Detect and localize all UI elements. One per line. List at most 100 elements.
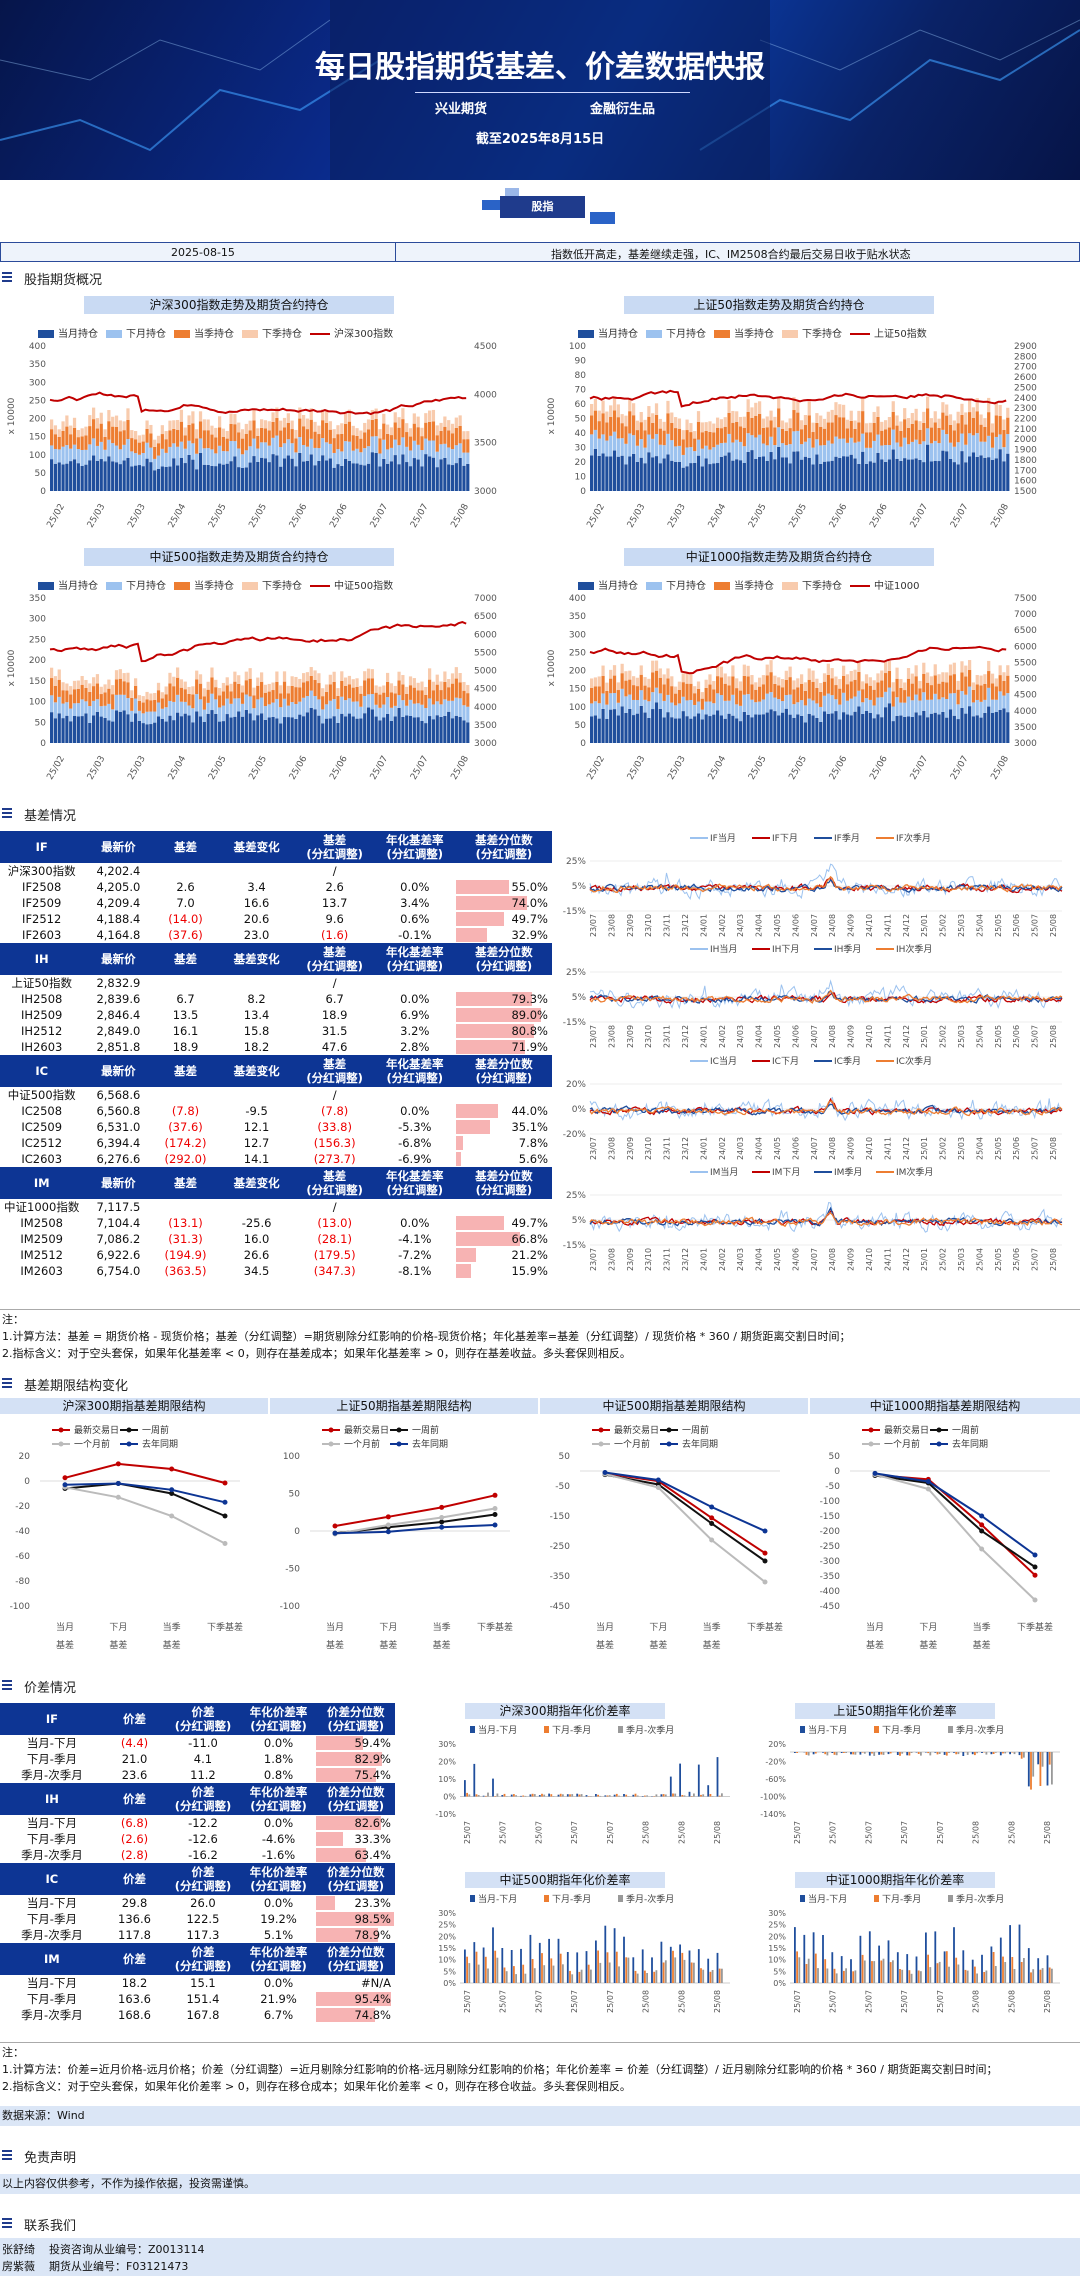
basis-series-line [589, 992, 1063, 1004]
holding-bar [233, 681, 237, 699]
spread-bar [927, 1752, 929, 1754]
index-line [589, 389, 1007, 408]
table-cell: IH2508 [21, 992, 63, 1006]
legend-swatch [174, 330, 190, 338]
holding-bar [662, 430, 666, 446]
holding-bar [872, 422, 876, 441]
legend-label: IF当月 [710, 832, 736, 844]
spread-bar [957, 1964, 960, 1983]
holding-bar [221, 437, 226, 452]
holding-bar [359, 452, 363, 465]
term-series-line [64, 1482, 226, 1517]
percentile-bar [455, 1008, 542, 1022]
holding-bar [593, 715, 598, 743]
spread-bar [524, 1973, 527, 1983]
holding-bar [103, 705, 107, 718]
tick-label: 25/08 [989, 502, 1011, 530]
holding-bar [960, 403, 964, 415]
tick-label: 25/07 [369, 754, 391, 781]
holding-bar [328, 429, 332, 444]
section-icon [2, 2150, 12, 2162]
holding-bar [784, 708, 788, 743]
holding-bar [405, 693, 409, 706]
tick-label: 40 [575, 429, 587, 439]
spread-bar [660, 1794, 663, 1797]
holding-bar [815, 413, 819, 423]
legend-label: IH次季月 [896, 943, 932, 955]
column-header: 价差 (分红调整) [165, 1703, 241, 1735]
holding-bar [807, 679, 811, 699]
as-of-date: 截至2025年8月15日 [475, 132, 605, 147]
tick-label: 4500 [474, 685, 497, 695]
table-cell: -12.6 [188, 1832, 218, 1846]
holding-bar [643, 419, 647, 431]
percentile-cell: 82.9% [316, 1751, 395, 1767]
holding-bar [233, 441, 237, 457]
holding-bar [294, 429, 298, 439]
holding-bar [244, 433, 248, 451]
holding-bar [708, 421, 712, 432]
holding-bar [593, 429, 598, 449]
holding-bar [114, 445, 119, 463]
legend-swatch [948, 1895, 953, 1902]
holding-bar [746, 714, 750, 743]
holding-bar [382, 692, 386, 705]
holding-bar [590, 455, 594, 491]
holding-bar [69, 721, 73, 743]
spread-bar [1011, 1957, 1014, 1983]
holding-bar [750, 684, 754, 700]
holding-bar [880, 421, 884, 431]
holding-bar [355, 463, 359, 491]
holding-bar [769, 436, 773, 453]
holding-bar [439, 690, 443, 705]
holding-bar [84, 679, 88, 688]
holding-bar [229, 461, 233, 491]
holding-bar [612, 665, 617, 676]
holding-bar [834, 699, 838, 712]
holding-bar [366, 446, 371, 464]
holding-bar [256, 428, 260, 436]
holding-bar [956, 719, 960, 743]
spread-bar [976, 1973, 978, 1983]
tick-label: 24/03 [736, 1248, 745, 1271]
holding-bar [792, 451, 796, 491]
holding-bar [738, 460, 743, 491]
holding-bar [792, 689, 796, 705]
spread-bar [608, 1962, 611, 1983]
holding-bar [971, 689, 976, 703]
holding-bar [612, 692, 617, 710]
tick-label: 25/06 [1012, 1025, 1021, 1048]
table-cell [153, 863, 217, 879]
holding-bar [302, 716, 306, 743]
tick-label: 23/10 [644, 1248, 653, 1271]
holding-bar [1006, 434, 1010, 454]
holding-bar [447, 687, 451, 701]
holding-bar [628, 397, 632, 412]
holding-bar [708, 674, 712, 685]
holding-bar [382, 717, 386, 743]
holding-bar [218, 688, 222, 696]
holding-bar [439, 716, 443, 743]
holding-bar [420, 466, 424, 491]
table-row: IC2508 6,560.8 (7.8) -9.5 (7.8) 0.0% 44.0% [0, 1103, 552, 1119]
holding-bar [868, 422, 872, 433]
spread-bar [831, 1752, 834, 1753]
spread-bar [646, 1973, 648, 1983]
spread-bar [1046, 1955, 1049, 1983]
percentile-bar [316, 1896, 335, 1910]
spread-bar [840, 1752, 843, 1753]
holding-bar [248, 430, 252, 447]
holding-bar [788, 714, 792, 743]
tick-label: 24/04 [755, 1248, 764, 1271]
holding-bar [114, 426, 119, 446]
holding-bar [424, 694, 428, 708]
spread-bar [562, 1794, 564, 1797]
holding-bar [65, 683, 69, 691]
holding-bar [899, 430, 903, 447]
holding-bar [910, 459, 914, 491]
holding-bar [321, 723, 325, 743]
holding-bar [160, 425, 164, 435]
legend-label: 当月持仓 [598, 329, 638, 340]
holding-bar [849, 670, 853, 682]
spread-bar [822, 1752, 824, 1753]
